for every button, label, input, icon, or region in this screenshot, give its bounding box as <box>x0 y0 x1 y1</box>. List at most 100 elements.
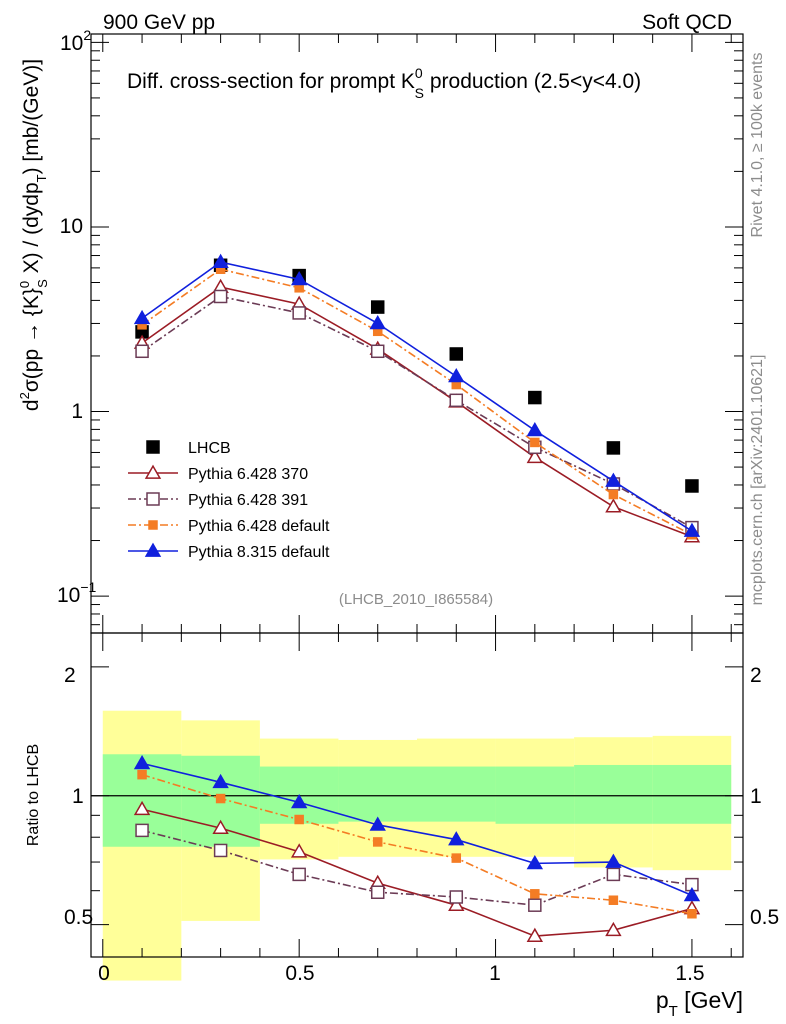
legend-label-pythia8-default: Pythia 8.315 default <box>188 544 330 561</box>
ylabel-d: ) [mb/(GeV)] <box>20 59 43 175</box>
main-point-s2-3 <box>370 344 385 359</box>
main-point-s2-0 <box>135 344 149 359</box>
x-tick-label-0.5: 0.5 <box>285 962 314 985</box>
uncertainty-band-inner <box>652 764 732 824</box>
ratio-point-s1-6 <box>606 867 621 882</box>
uncertainty-band-inner <box>574 764 653 824</box>
legend-marker-3 <box>148 520 158 530</box>
ratio-point-s1-5 <box>528 898 542 912</box>
main-y-axis-label: d2σ(pp → {K}0 S X) / (dydpT) [mb/(GeV)] <box>17 59 50 411</box>
uncertainty-band-inner <box>417 766 496 822</box>
main-point-s0-4 <box>449 347 464 361</box>
main-title-tail: production (2.5<y<4.0) <box>424 70 641 93</box>
main-title-text: Diff. cross-section for prompt K <box>127 70 415 93</box>
ylabel-b-sub: S <box>35 279 50 288</box>
ratio-tick-marks <box>91 633 743 957</box>
xlabel-sub: T <box>669 1003 678 1020</box>
ratio-y-tick-label-2: 2 <box>64 664 76 687</box>
main-point-s4-7 <box>683 522 701 537</box>
main-point-s2-2 <box>292 306 306 320</box>
legend-label-pythia6-default: Pythia 6.428 default <box>188 518 330 535</box>
main-point-s4-4 <box>448 367 465 383</box>
ratio-point-s2-3 <box>372 837 383 847</box>
legend-marker-4 <box>144 542 162 557</box>
ratio-point-s2-4 <box>451 853 462 863</box>
ratio-point-s0-0 <box>133 800 151 816</box>
ratio-point-s3-4 <box>448 831 465 846</box>
ratio-point-s0-2 <box>290 843 308 858</box>
ylabel-b: σ(pp → {K} <box>20 288 43 392</box>
ratio-y-axis-label: Ratio to LHCB <box>25 744 42 846</box>
main-point-s4-6 <box>605 472 622 487</box>
main-point-s0-6 <box>606 441 621 455</box>
main-point-s4-0 <box>133 309 151 325</box>
ylabel-c-sub: T <box>34 174 49 182</box>
legend: LHCB Pythia 6.428 370 Pythia 6.428 391 P… <box>128 440 330 561</box>
ylabel-b-sup: 0 <box>17 281 32 288</box>
x-tick-label-1: 1 <box>489 962 501 985</box>
ratio-series-line-1 <box>141 829 693 907</box>
ratio-point-s0-5 <box>526 927 544 942</box>
ratio-point-s3-0 <box>133 754 151 770</box>
ratio-point-s3-7 <box>683 886 701 902</box>
ratio-point-s1-1 <box>213 843 228 858</box>
main-point-s0-3 <box>370 300 385 314</box>
ylabel-a: d <box>20 399 43 411</box>
y-tick-base: 10 <box>57 584 80 607</box>
main-point-s2-1 <box>213 289 228 304</box>
ratio-y-tick-label-right-2: 2 <box>750 664 762 687</box>
ratio-point-s0-4 <box>448 896 465 912</box>
ratio-point-s2-5 <box>530 889 540 899</box>
main-series-line-4 <box>141 261 693 532</box>
header-right: Soft QCD <box>642 11 732 34</box>
y-tick-label-0.1: 10−1 <box>57 579 97 607</box>
x-axis-label: pT [GeV] <box>656 987 743 1020</box>
main-title: Diff. cross-section for prompt K0 S produ… <box>127 65 641 101</box>
ratio-point-s2-0 <box>137 769 147 780</box>
legend-marker-2 <box>146 492 160 506</box>
legend-label-lhcb: LHCB <box>188 440 231 457</box>
x-tick-label-1.5: 1.5 <box>675 962 704 985</box>
legend-label-pythia6-370: Pythia 6.428 370 <box>188 466 308 483</box>
main-series-line-2 <box>141 295 693 529</box>
main-point-s0-5 <box>528 390 542 405</box>
main-point-s4-2 <box>290 270 308 286</box>
ratio-y-tick-label-1: 1 <box>72 785 84 808</box>
x-tick-label-0: 0 <box>98 962 110 985</box>
ratio-y-tick-label-right-1: 1 <box>750 785 762 808</box>
ratio-point-s0-6 <box>605 921 622 937</box>
ratio-data-marks <box>91 710 743 981</box>
ratio-point-s1-2 <box>292 867 306 882</box>
main-point-s2-4 <box>449 393 464 408</box>
legend-marker-0 <box>146 440 160 454</box>
legend-label-pythia6-391: Pythia 6.428 391 <box>188 492 308 509</box>
ratio-point-s3-2 <box>290 793 308 809</box>
ratio-point-s0-1 <box>212 819 229 835</box>
main-point-s0-7 <box>685 479 699 493</box>
analysis-id-label: (LHCB_2010_I865584) <box>339 591 493 608</box>
main-point-s3-6 <box>608 489 619 500</box>
ratio-plot-frame <box>90 632 744 958</box>
legend-symbols <box>128 440 178 557</box>
y-tick-exponent: −1 <box>80 579 96 595</box>
xlabel-unit: [GeV] <box>678 987 743 1013</box>
ylabel-a-sup: 2 <box>17 392 32 399</box>
xlabel-p: p <box>656 987 669 1013</box>
ratio-point-s1-3 <box>370 885 385 900</box>
ylabel-c: X) / (dydp <box>20 182 43 279</box>
ratio-point-s3-3 <box>369 816 386 831</box>
y-tick-label-100: 102 <box>60 27 91 55</box>
ratio-panel: Ratio to LHCB 0.5 1 2 0.5 1 2 0 0.5 1 1.… <box>25 632 779 1020</box>
ratio-series-line-3 <box>141 762 693 897</box>
uncertainty-band-inner <box>338 766 417 822</box>
ratio-point-s3-6 <box>605 853 622 868</box>
ratio-point-s2-1 <box>215 793 226 804</box>
ratio-point-s3-1 <box>212 773 229 789</box>
main-data-marks <box>133 253 701 543</box>
y-tick-label-10: 10 <box>60 215 83 238</box>
ratio-point-s2-2 <box>294 814 304 825</box>
main-title-sub: S <box>415 85 424 101</box>
ratio-point-s2-6 <box>608 895 619 905</box>
main-point-s4-5 <box>526 422 544 437</box>
